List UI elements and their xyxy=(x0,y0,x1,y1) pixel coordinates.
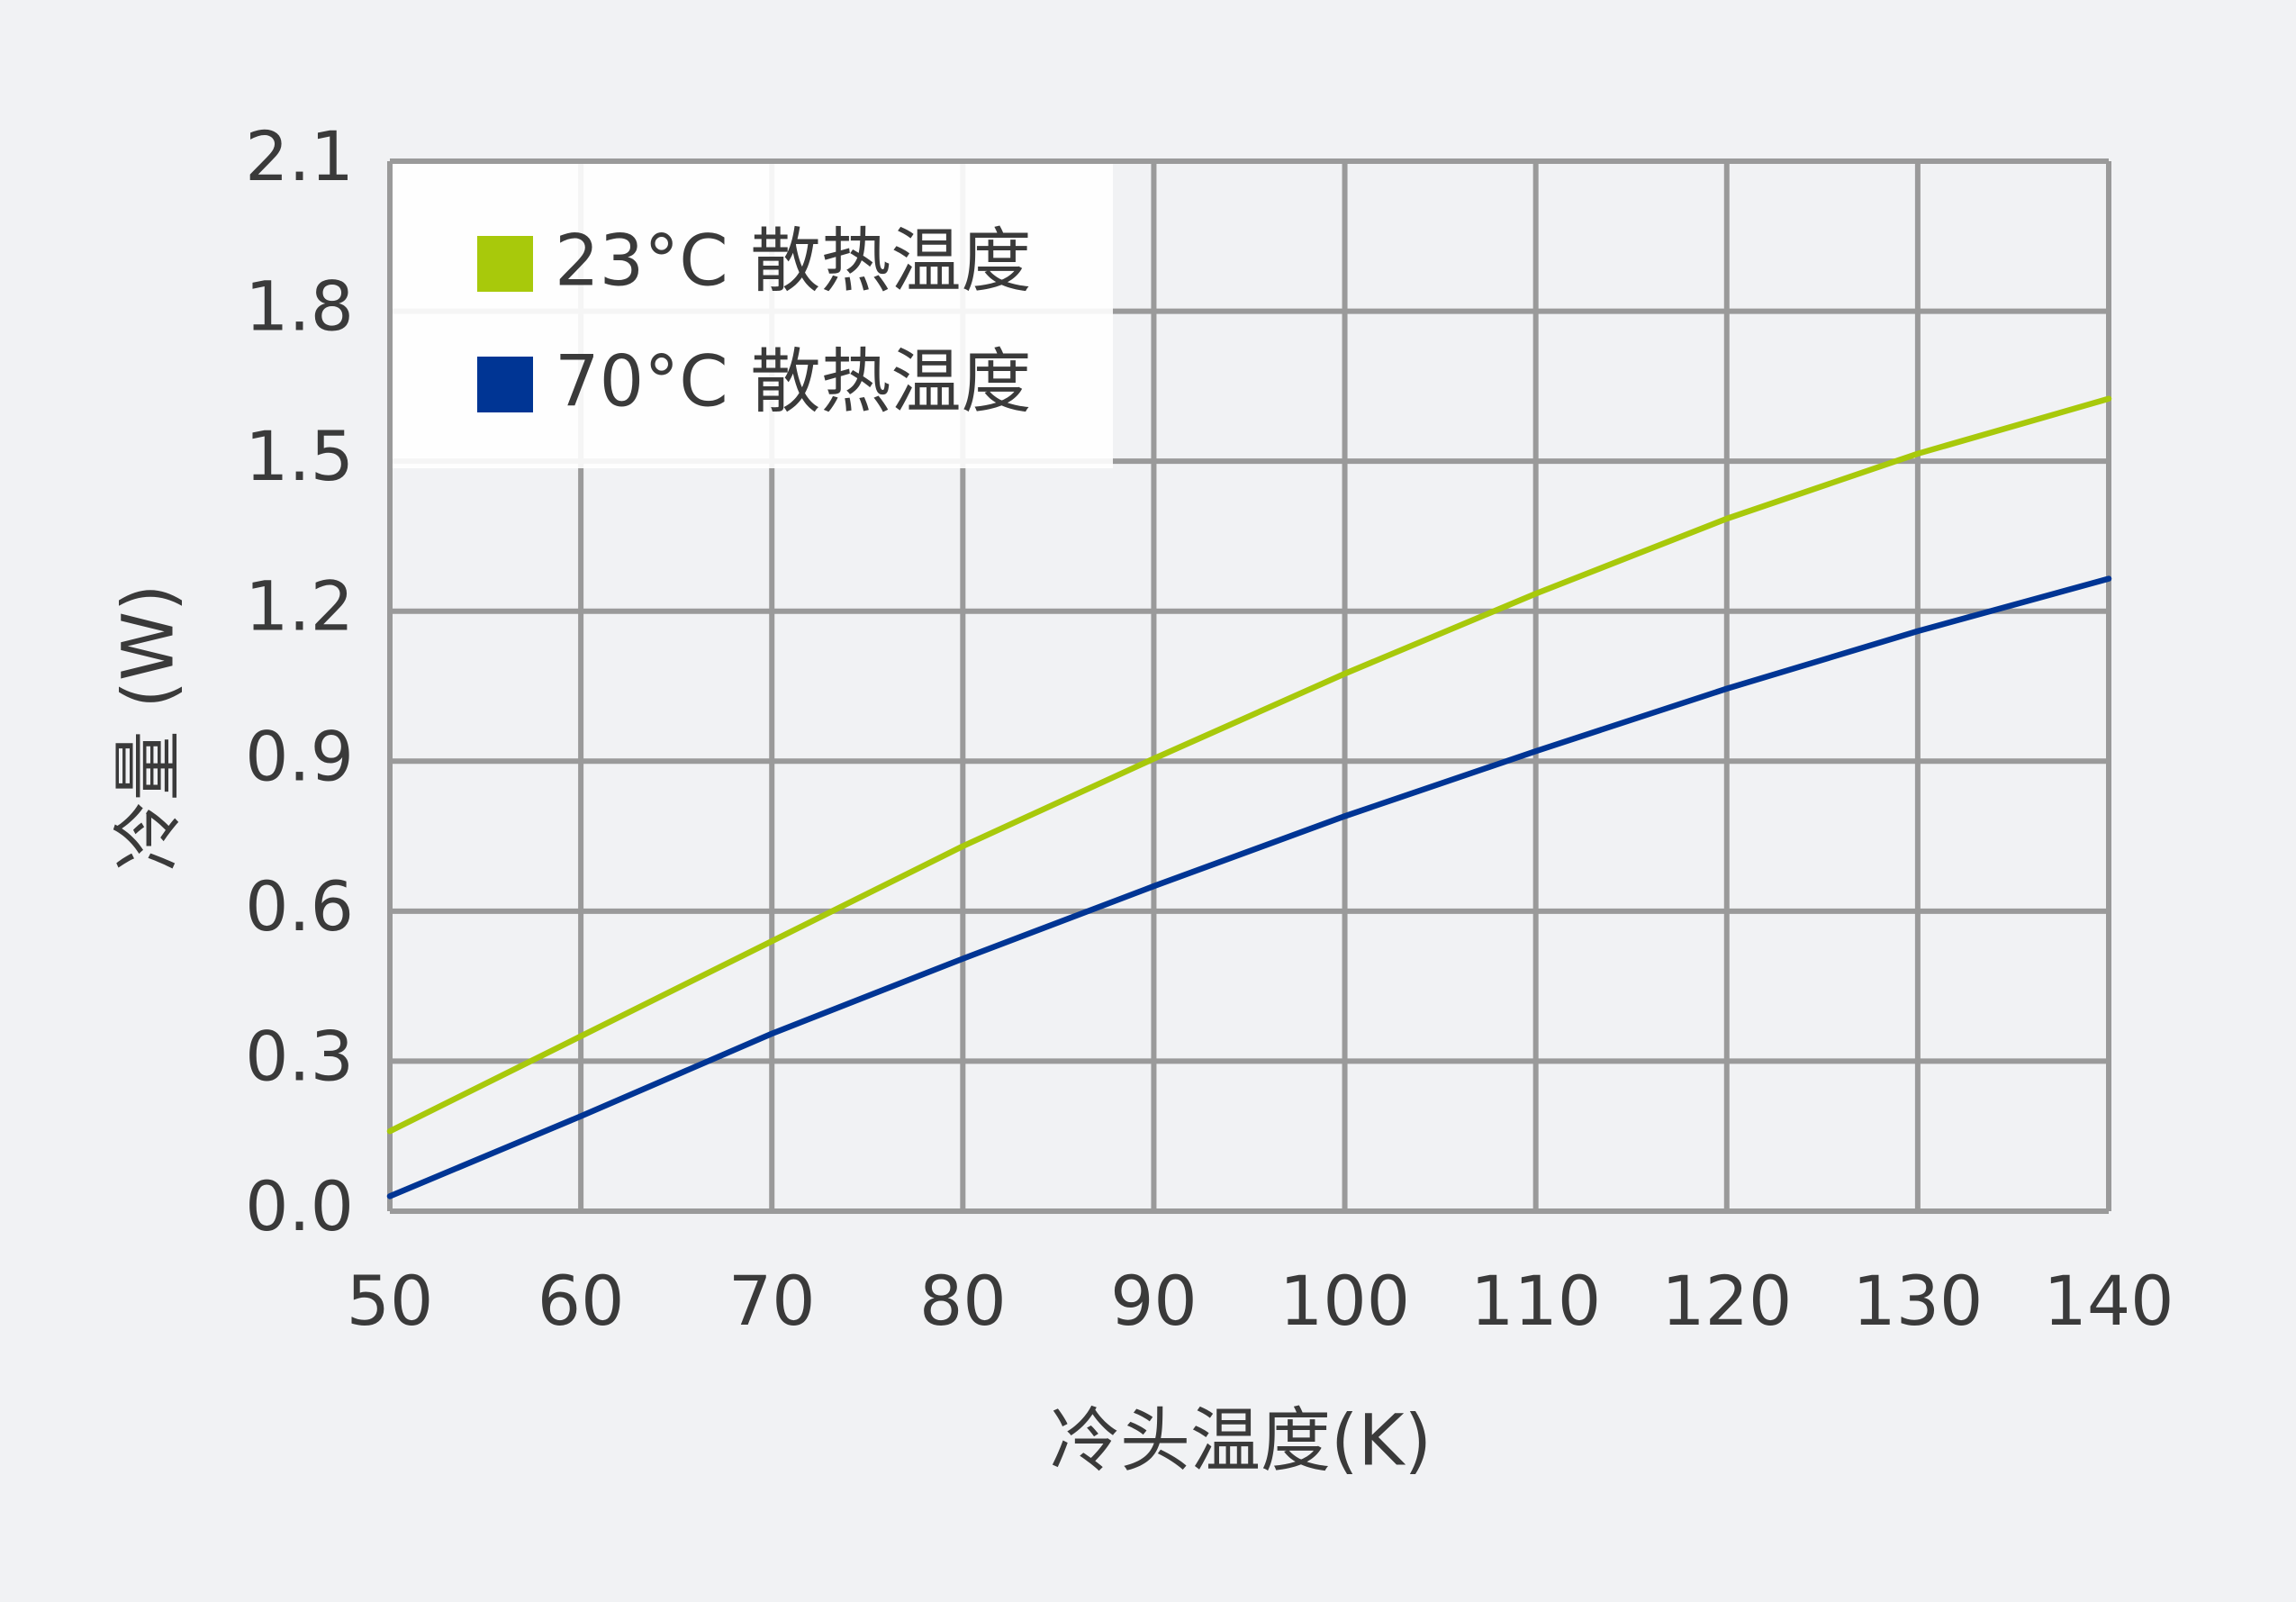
y-tick-label: 1.8 xyxy=(245,267,354,347)
x-tick-label: 100 xyxy=(1279,1261,1410,1341)
y-axis-title: 冷量 (W) xyxy=(108,584,189,872)
legend-box xyxy=(393,164,1113,468)
legend: 23°C 散热温度 70°C 散热温度 xyxy=(393,164,1113,468)
x-tick-label: 90 xyxy=(1110,1261,1198,1341)
x-tick-label: 120 xyxy=(1661,1261,1792,1341)
x-tick-label: 140 xyxy=(2043,1261,2174,1341)
line-series xyxy=(386,395,2112,1135)
x-tick-label: 50 xyxy=(347,1261,434,1341)
y-tick-label: 1.5 xyxy=(245,416,354,496)
y-tick-label: 2.1 xyxy=(245,116,354,196)
y-tick-label: 0.6 xyxy=(245,866,354,946)
legend-swatch xyxy=(477,236,533,292)
y-tick-label: 1.2 xyxy=(245,566,354,647)
x-axis-title: 冷头温度(K) xyxy=(1050,1400,1432,1481)
x-tick-label: 80 xyxy=(919,1261,1007,1341)
labels: 0.0 0.3 0.6 0.9 1.2 1.5 1.8 2.1 50 60 70 80 90 100 110… xyxy=(245,116,2174,1341)
x-tick-label: 110 xyxy=(1470,1261,1601,1341)
x-tick-label: 70 xyxy=(728,1261,816,1341)
x-tick-label: 60 xyxy=(538,1261,625,1341)
legend-label: 23°C 散热温度 xyxy=(555,221,1032,302)
y-tick-label: 0.3 xyxy=(245,1016,354,1096)
line-series xyxy=(386,575,2112,1199)
x-tick-label: 130 xyxy=(1852,1261,1983,1341)
legend-label: 70°C 散热温度 xyxy=(555,341,1032,422)
legend-swatch xyxy=(477,357,533,412)
plot xyxy=(386,395,2112,1199)
y-tick-label: 0.9 xyxy=(245,716,354,796)
y-tick-label: 0.0 xyxy=(245,1166,354,1246)
